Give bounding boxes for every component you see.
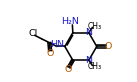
Text: CH₃: CH₃ xyxy=(88,62,102,71)
Text: CH₃: CH₃ xyxy=(88,22,102,31)
Text: N: N xyxy=(85,56,92,65)
Text: N: N xyxy=(85,28,92,37)
Text: H₂N: H₂N xyxy=(62,17,79,26)
Text: O: O xyxy=(46,49,54,58)
Text: O: O xyxy=(64,65,72,74)
Text: Cl: Cl xyxy=(28,29,37,38)
Text: O: O xyxy=(104,42,112,51)
Text: HN: HN xyxy=(50,40,64,49)
